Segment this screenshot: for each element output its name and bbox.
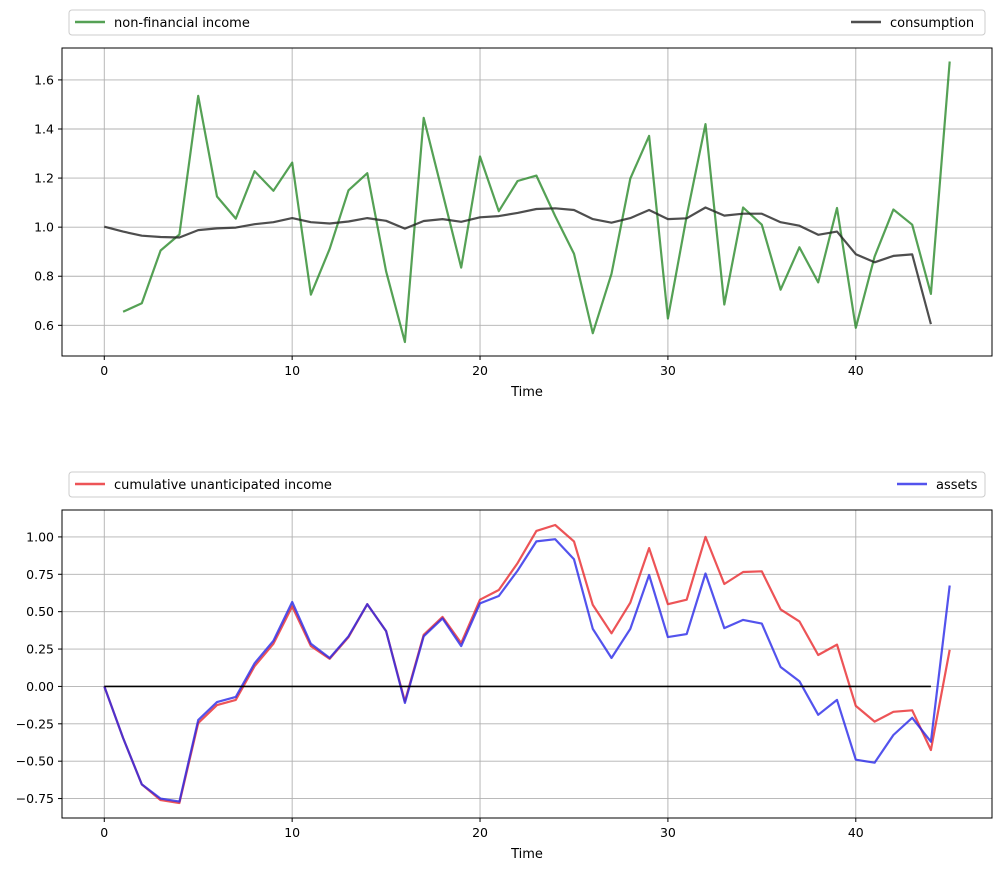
bottom-y-tick-label: 0.75 xyxy=(26,567,54,582)
top-x-tick-label: 20 xyxy=(472,363,488,378)
top-chart-legend: non-financial income consumption xyxy=(68,9,986,36)
bottom-y-tick-label: 1.00 xyxy=(26,529,54,544)
top-chart-frame xyxy=(61,47,993,357)
bottom-x-tick-label: 40 xyxy=(848,825,864,840)
bottom-y-tick-label: 0.00 xyxy=(26,679,54,694)
bottom-legend-label-0: cumulative unanticipated income xyxy=(114,478,332,493)
bottom-y-tick-label: 0.50 xyxy=(26,604,54,619)
top-x-tick-label: 10 xyxy=(284,363,300,378)
top-y-tick-label: 0.6 xyxy=(34,318,54,333)
top-x-tick-label: 0 xyxy=(100,363,108,378)
top-legend-label-1: consumption xyxy=(890,16,974,31)
top-x-tick-label: 40 xyxy=(848,363,864,378)
bottom-x-tick-label: 30 xyxy=(660,825,676,840)
top-y-tick-label: 1.2 xyxy=(34,171,54,186)
top-chart-xlabel: Time xyxy=(510,385,543,400)
top-chart: 0 10 20 30 40 0.6 0.8 1.0 1.2 1.4 1.6 Time non-fin… xyxy=(34,9,993,400)
bottom-legend-label-1: assets xyxy=(936,478,978,493)
top-y-tick-label: 1.4 xyxy=(34,121,54,136)
bottom-chart-legend: cumulative unanticipated income assets xyxy=(68,471,986,498)
bottom-series-line-cumulative-unanticipated-income xyxy=(103,523,951,805)
top-series-line-non-financial-income xyxy=(122,61,951,344)
bottom-chart: 0 10 20 30 40 −0.75 −0.50 −0.25 0.00 0.25 0.50 0.75… xyxy=(16,471,993,862)
top-chart-legend-box xyxy=(68,9,986,36)
bottom-chart-xlabel: Time xyxy=(510,847,543,862)
bottom-series-line-assets xyxy=(103,538,951,803)
top-y-tick-label: 1.0 xyxy=(34,220,54,235)
top-chart-series xyxy=(104,61,951,344)
top-y-tick-label: 0.8 xyxy=(34,269,54,284)
top-x-tick-label: 30 xyxy=(660,363,676,378)
top-y-tick-label: 1.6 xyxy=(34,72,54,87)
top-chart-ticks: 0 10 20 30 40 0.6 0.8 1.0 1.2 1.4 1.6 xyxy=(34,72,864,378)
bottom-x-tick-label: 20 xyxy=(472,825,488,840)
bottom-chart-frame xyxy=(61,509,993,819)
bottom-x-tick-label: 10 xyxy=(284,825,300,840)
bottom-chart-legend-box xyxy=(68,471,986,498)
bottom-y-tick-label: −0.25 xyxy=(16,716,54,731)
top-legend-label-0: non-financial income xyxy=(114,16,250,31)
bottom-y-tick-label: −0.50 xyxy=(16,754,54,769)
top-series-line-consumption xyxy=(104,206,932,325)
bottom-chart-series xyxy=(103,523,951,805)
bottom-y-tick-label: −0.75 xyxy=(16,791,54,806)
bottom-chart-ticks: 0 10 20 30 40 −0.75 −0.50 −0.25 0.00 0.25 0.50 0.75… xyxy=(16,529,864,840)
bottom-x-tick-label: 0 xyxy=(100,825,108,840)
bottom-y-tick-label: 0.25 xyxy=(26,642,54,657)
